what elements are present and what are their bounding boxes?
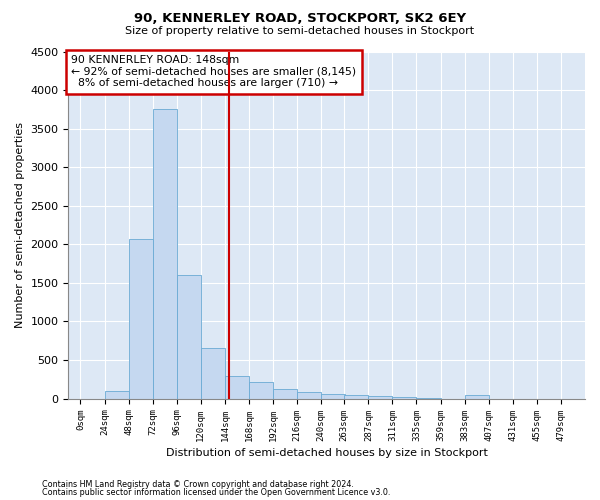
Bar [297,392,321,398]
Bar [104,391,128,398]
Bar [225,376,249,398]
Text: 90, KENNERLEY ROAD, STOCKPORT, SK2 6EY: 90, KENNERLEY ROAD, STOCKPORT, SK2 6EY [134,12,466,26]
Text: Size of property relative to semi-detached houses in Stockport: Size of property relative to semi-detach… [125,26,475,36]
Bar [368,396,392,398]
Bar [249,382,273,398]
Y-axis label: Number of semi-detached properties: Number of semi-detached properties [15,122,25,328]
Bar [152,110,177,399]
Text: 90 KENNERLEY ROAD: 148sqm
← 92% of semi-detached houses are smaller (8,145)
  8%: 90 KENNERLEY ROAD: 148sqm ← 92% of semi-… [71,55,356,88]
Bar [344,395,368,398]
Text: Contains public sector information licensed under the Open Government Licence v3: Contains public sector information licen… [42,488,391,497]
X-axis label: Distribution of semi-detached houses by size in Stockport: Distribution of semi-detached houses by … [166,448,488,458]
Bar [464,394,489,398]
Text: Contains HM Land Registry data © Crown copyright and database right 2024.: Contains HM Land Registry data © Crown c… [42,480,354,489]
Bar [201,348,225,399]
Bar [321,394,345,398]
Bar [273,388,297,398]
Bar [128,238,152,398]
Bar [177,275,201,398]
